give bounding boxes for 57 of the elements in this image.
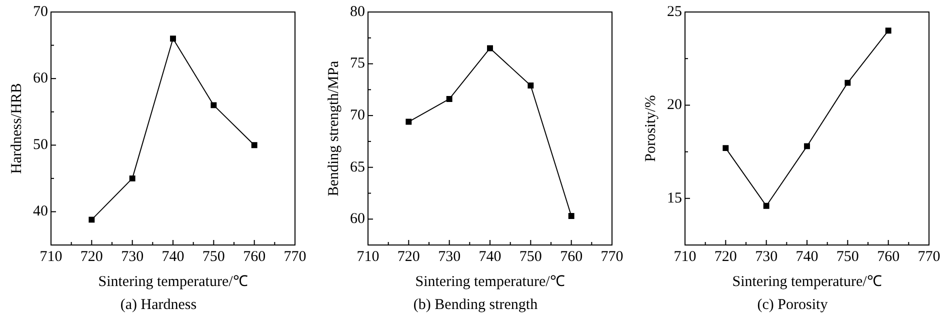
x-tick-label: 730	[121, 248, 144, 265]
x-tick-label: 740	[796, 248, 818, 265]
y-tick-label: 60	[33, 70, 48, 87]
x-axis-title: Sintering temperature/℃	[98, 274, 248, 290]
point	[406, 118, 412, 125]
x-tick-label: 710	[674, 248, 696, 265]
point	[210, 102, 217, 108]
x-tick-label: 730	[755, 248, 778, 265]
point	[129, 175, 136, 182]
point	[885, 28, 892, 34]
y-tick-label: 50	[33, 137, 48, 154]
point	[568, 213, 574, 219]
point	[844, 80, 851, 86]
point	[487, 45, 493, 52]
text: (c) Porosity	[757, 297, 828, 314]
point	[722, 145, 729, 152]
x-tick-label: 730	[438, 248, 461, 265]
x-tick-label: 720	[397, 248, 420, 265]
y-tick-label: 15	[667, 190, 682, 206]
y-tick-label: 20	[667, 97, 682, 114]
point	[804, 143, 810, 150]
y-tick-label: 60	[350, 211, 365, 228]
point	[88, 216, 95, 223]
text: (b) Bending strength	[413, 297, 538, 314]
y-tick-label: 70	[350, 107, 365, 124]
x-tick-label: 760	[560, 248, 583, 265]
x-tick-label: 750	[836, 248, 859, 265]
point	[251, 142, 258, 148]
text: (a) Hardness	[120, 297, 197, 314]
y-tick-label: 65	[350, 159, 365, 176]
point	[763, 202, 770, 209]
x-axis-title: Sintering temperature/℃	[732, 274, 882, 290]
x-tick-label: 750	[519, 248, 542, 265]
y-tick-label: 75	[350, 56, 365, 72]
x-tick-label: 770	[284, 248, 306, 265]
x-tick-label: 720	[714, 248, 737, 265]
x-tick-label: 770	[600, 248, 624, 265]
x-tick-label: 740	[162, 248, 184, 265]
x-tick-label: 760	[877, 248, 900, 265]
x-tick-label: 720	[80, 248, 103, 265]
x-tick-label: 750	[202, 248, 225, 265]
y-tick-label: 40	[33, 204, 48, 220]
x-tick-label: 710	[40, 248, 62, 265]
y-axis-title: Bending strength/MPa	[326, 60, 342, 196]
y-tick-label: 80	[350, 4, 365, 20]
x-tick-label: 760	[243, 248, 266, 265]
y-axis-title: Hardness/HRB	[8, 83, 25, 174]
point	[528, 82, 534, 88]
point	[446, 96, 452, 102]
x-tick-label: 740	[478, 248, 502, 265]
x-axis-title: Sintering temperature/℃	[415, 274, 565, 290]
y-axis-title: Porosity/%	[642, 95, 659, 162]
y-tick-label: 25	[667, 4, 682, 20]
y-tick-label: 70	[33, 4, 48, 20]
x-tick-label: 710	[356, 248, 380, 265]
point	[170, 36, 176, 42]
x-tick-label: 770	[918, 248, 940, 265]
